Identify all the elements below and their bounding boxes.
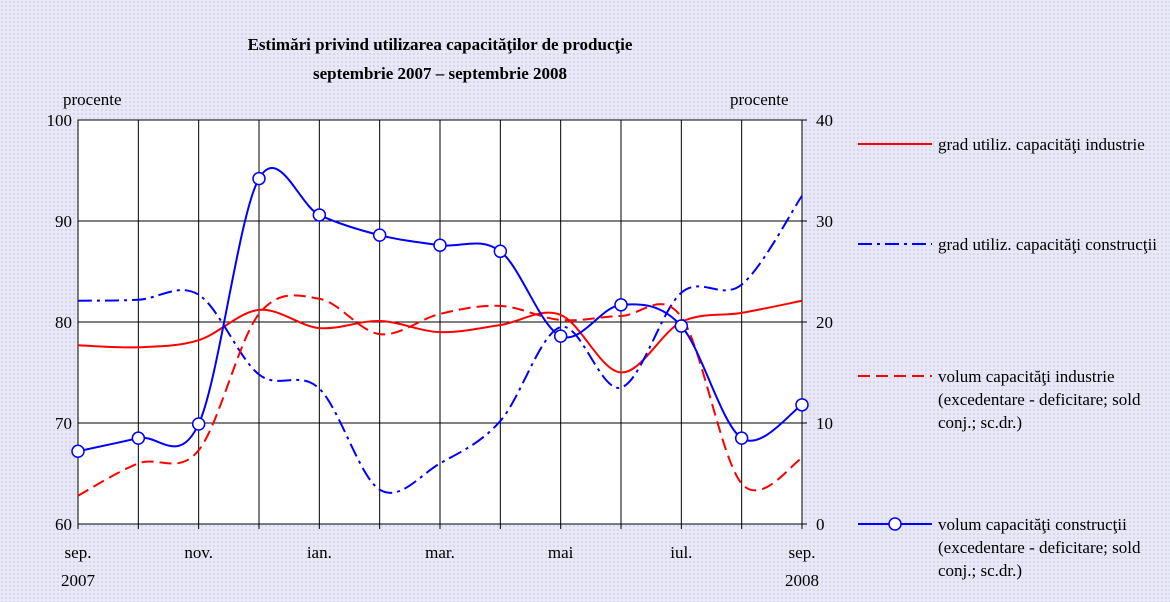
line-series	[77, 195, 803, 494]
y2-tick-label: 20	[816, 313, 833, 332]
line-series	[77, 294, 803, 497]
marker	[614, 298, 628, 312]
marker	[433, 238, 447, 252]
marker	[734, 431, 749, 445]
x-tick-label: mar.	[425, 543, 455, 562]
marker	[191, 417, 206, 431]
year-label: 2008	[785, 571, 819, 590]
legend-label: grad utiliz. capacităţi industrie	[938, 135, 1145, 154]
y2-tick-label: 30	[816, 212, 833, 231]
x-tick-label: nov.	[184, 543, 213, 562]
y-tick-label: 90	[55, 212, 72, 231]
x-tick-label: sep.	[65, 543, 92, 562]
x-tick-label: ian.	[307, 543, 332, 562]
y-tick-label: 70	[55, 414, 72, 433]
marker	[131, 431, 146, 445]
y2-tick-label: 40	[816, 111, 833, 130]
y2-axis-label: procente	[730, 90, 789, 109]
legend-marker	[888, 517, 902, 531]
x-tick-label: sep.	[789, 543, 816, 562]
y-axis-label: procente	[63, 90, 122, 109]
y2-tick-label: 10	[816, 414, 833, 433]
legend-label: volum capacităţi construcţii (excedentar…	[938, 515, 1141, 580]
x-tick-label: iul.	[670, 543, 692, 562]
y2-tick-label: 0	[816, 515, 825, 534]
marker	[795, 398, 809, 412]
marker	[553, 329, 568, 343]
year-label: 2007	[61, 571, 96, 590]
x-tick-label: mai	[548, 543, 574, 562]
legend-label: volum capacităţi industrie (excedentare …	[938, 367, 1141, 432]
marker	[71, 444, 85, 459]
legend-label: grad utiliz. capacităţi construcţii	[938, 235, 1158, 254]
y-tick-label: 80	[55, 313, 72, 332]
chart-title: Estimări privind utilizarea capacităţilo…	[248, 35, 633, 54]
marker	[312, 208, 327, 222]
chart-subtitle: septembrie 2007 – septembrie 2008	[313, 64, 567, 83]
y-tick-label: 100	[47, 111, 73, 130]
y-tick-label: 60	[55, 515, 72, 534]
marker	[252, 171, 266, 186]
marker	[372, 228, 387, 242]
marker	[493, 244, 508, 259]
marker	[674, 319, 689, 333]
